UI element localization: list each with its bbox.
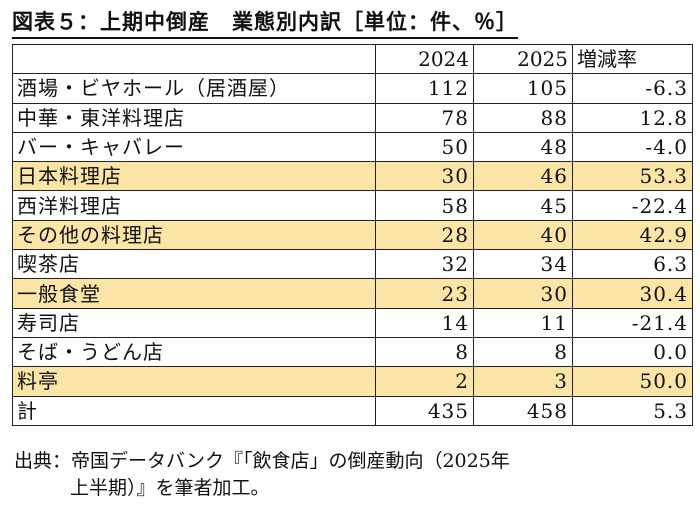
row-change-rate: 53.3 [572,161,693,192]
row-value-2025: 3 [473,366,573,397]
table-row: 寿司店 14 11 -21.4 [12,307,693,338]
row-value-2025: 8 [473,336,573,368]
row-value-2025: 48 [473,131,573,163]
table-body: 酒場・ビヤホール（居酒屋） 112 105 -6.3 中華・東洋料理店 78 88 12.8 バ… [12,73,693,397]
row-value-2025: 46 [473,161,573,192]
row-value-2024: 32 [375,249,474,280]
row-value-2024: 28 [375,219,474,251]
row-change-rate: 6.3 [572,249,693,280]
header-rate: 増減率 [572,43,693,75]
table-row: 酒場・ビヤホール（居酒屋） 112 105 -6.3 [12,73,693,104]
row-change-rate: 0.0 [572,336,693,368]
row-category: 日本料理店 [12,161,376,192]
row-category: 一般食堂 [12,278,376,309]
row-change-rate: 12.8 [572,102,693,133]
row-change-rate: 30.4 [572,278,693,309]
row-category: そば・うどん店 [12,336,376,368]
row-value-2024: 50 [375,131,474,163]
row-value-2025: 11 [473,307,573,338]
row-value-2024: 30 [375,161,474,192]
row-category: その他の料理店 [12,219,376,251]
row-category: 料亭 [12,366,376,397]
row-category: 西洋料理店 [12,190,376,221]
row-value-2025: 40 [473,219,573,251]
row-category: 寿司店 [12,307,376,338]
row-change-rate: 42.9 [572,219,693,251]
table-row: 中華・東洋料理店 78 88 12.8 [12,102,693,133]
row-value-2024: 58 [375,190,474,221]
row-value-2024: 2 [375,366,474,397]
total-label: 計 [12,395,376,426]
row-value-2025: 34 [473,249,573,280]
data-table: 2024 2025 増減率 酒場・ビヤホール（居酒屋） 112 105 -6.3 中華・… [12,43,693,426]
table-row: バー・キャバレー 50 48 -4.0 [12,131,693,163]
row-value-2025: 30 [473,278,573,309]
row-change-rate: -6.3 [572,73,693,104]
row-category: 中華・東洋料理店 [12,102,376,133]
row-category: 喫茶店 [12,249,376,280]
table-row: 一般食堂 23 30 30.4 [12,278,693,309]
row-change-rate: -22.4 [572,190,693,221]
total-2024: 435 [375,395,474,426]
row-change-rate: -21.4 [572,307,693,338]
total-rate: 5.3 [572,395,693,426]
row-change-rate: -4.0 [572,131,693,163]
row-value-2024: 112 [375,73,474,104]
header-2025: 2025 [473,43,573,75]
page-title: 図表５：上期中倒産 業態別内訳［単位：件、％］ [12,6,518,39]
table-row: 喫茶店 32 34 6.3 [12,249,693,280]
source-line-2: 上半期）』を筆者加工。 [70,477,270,499]
table-row: 日本料理店 30 46 53.3 [12,161,693,192]
row-value-2024: 8 [375,336,474,368]
row-value-2025: 88 [473,102,573,133]
source-note: 出典：帝国データバンク『「飲食店」の倒産動向（2025年 上半期）』を筆者加工。 [14,448,510,502]
row-value-2025: 105 [473,73,573,104]
table-row: 料亭 2 3 50.0 [12,366,693,397]
row-category: 酒場・ビヤホール（居酒屋） [12,73,376,104]
header-2024: 2024 [375,43,474,75]
header-row: 2024 2025 増減率 [12,43,693,75]
source-line-1: 出典：帝国データバンク『「飲食店」の倒産動向（2025年 [14,450,510,472]
total-2025: 458 [473,395,573,426]
row-category: バー・キャバレー [12,131,376,163]
row-value-2024: 78 [375,102,474,133]
row-value-2024: 14 [375,307,474,338]
total-row: 計 435 458 5.3 [12,395,693,426]
row-value-2024: 23 [375,278,474,309]
header-category [12,43,376,75]
table-row: その他の料理店 28 40 42.9 [12,219,693,251]
row-value-2025: 45 [473,190,573,221]
table-row: 西洋料理店 58 45 -22.4 [12,190,693,221]
table-row: そば・うどん店 8 8 0.0 [12,336,693,368]
row-change-rate: 50.0 [572,366,693,397]
